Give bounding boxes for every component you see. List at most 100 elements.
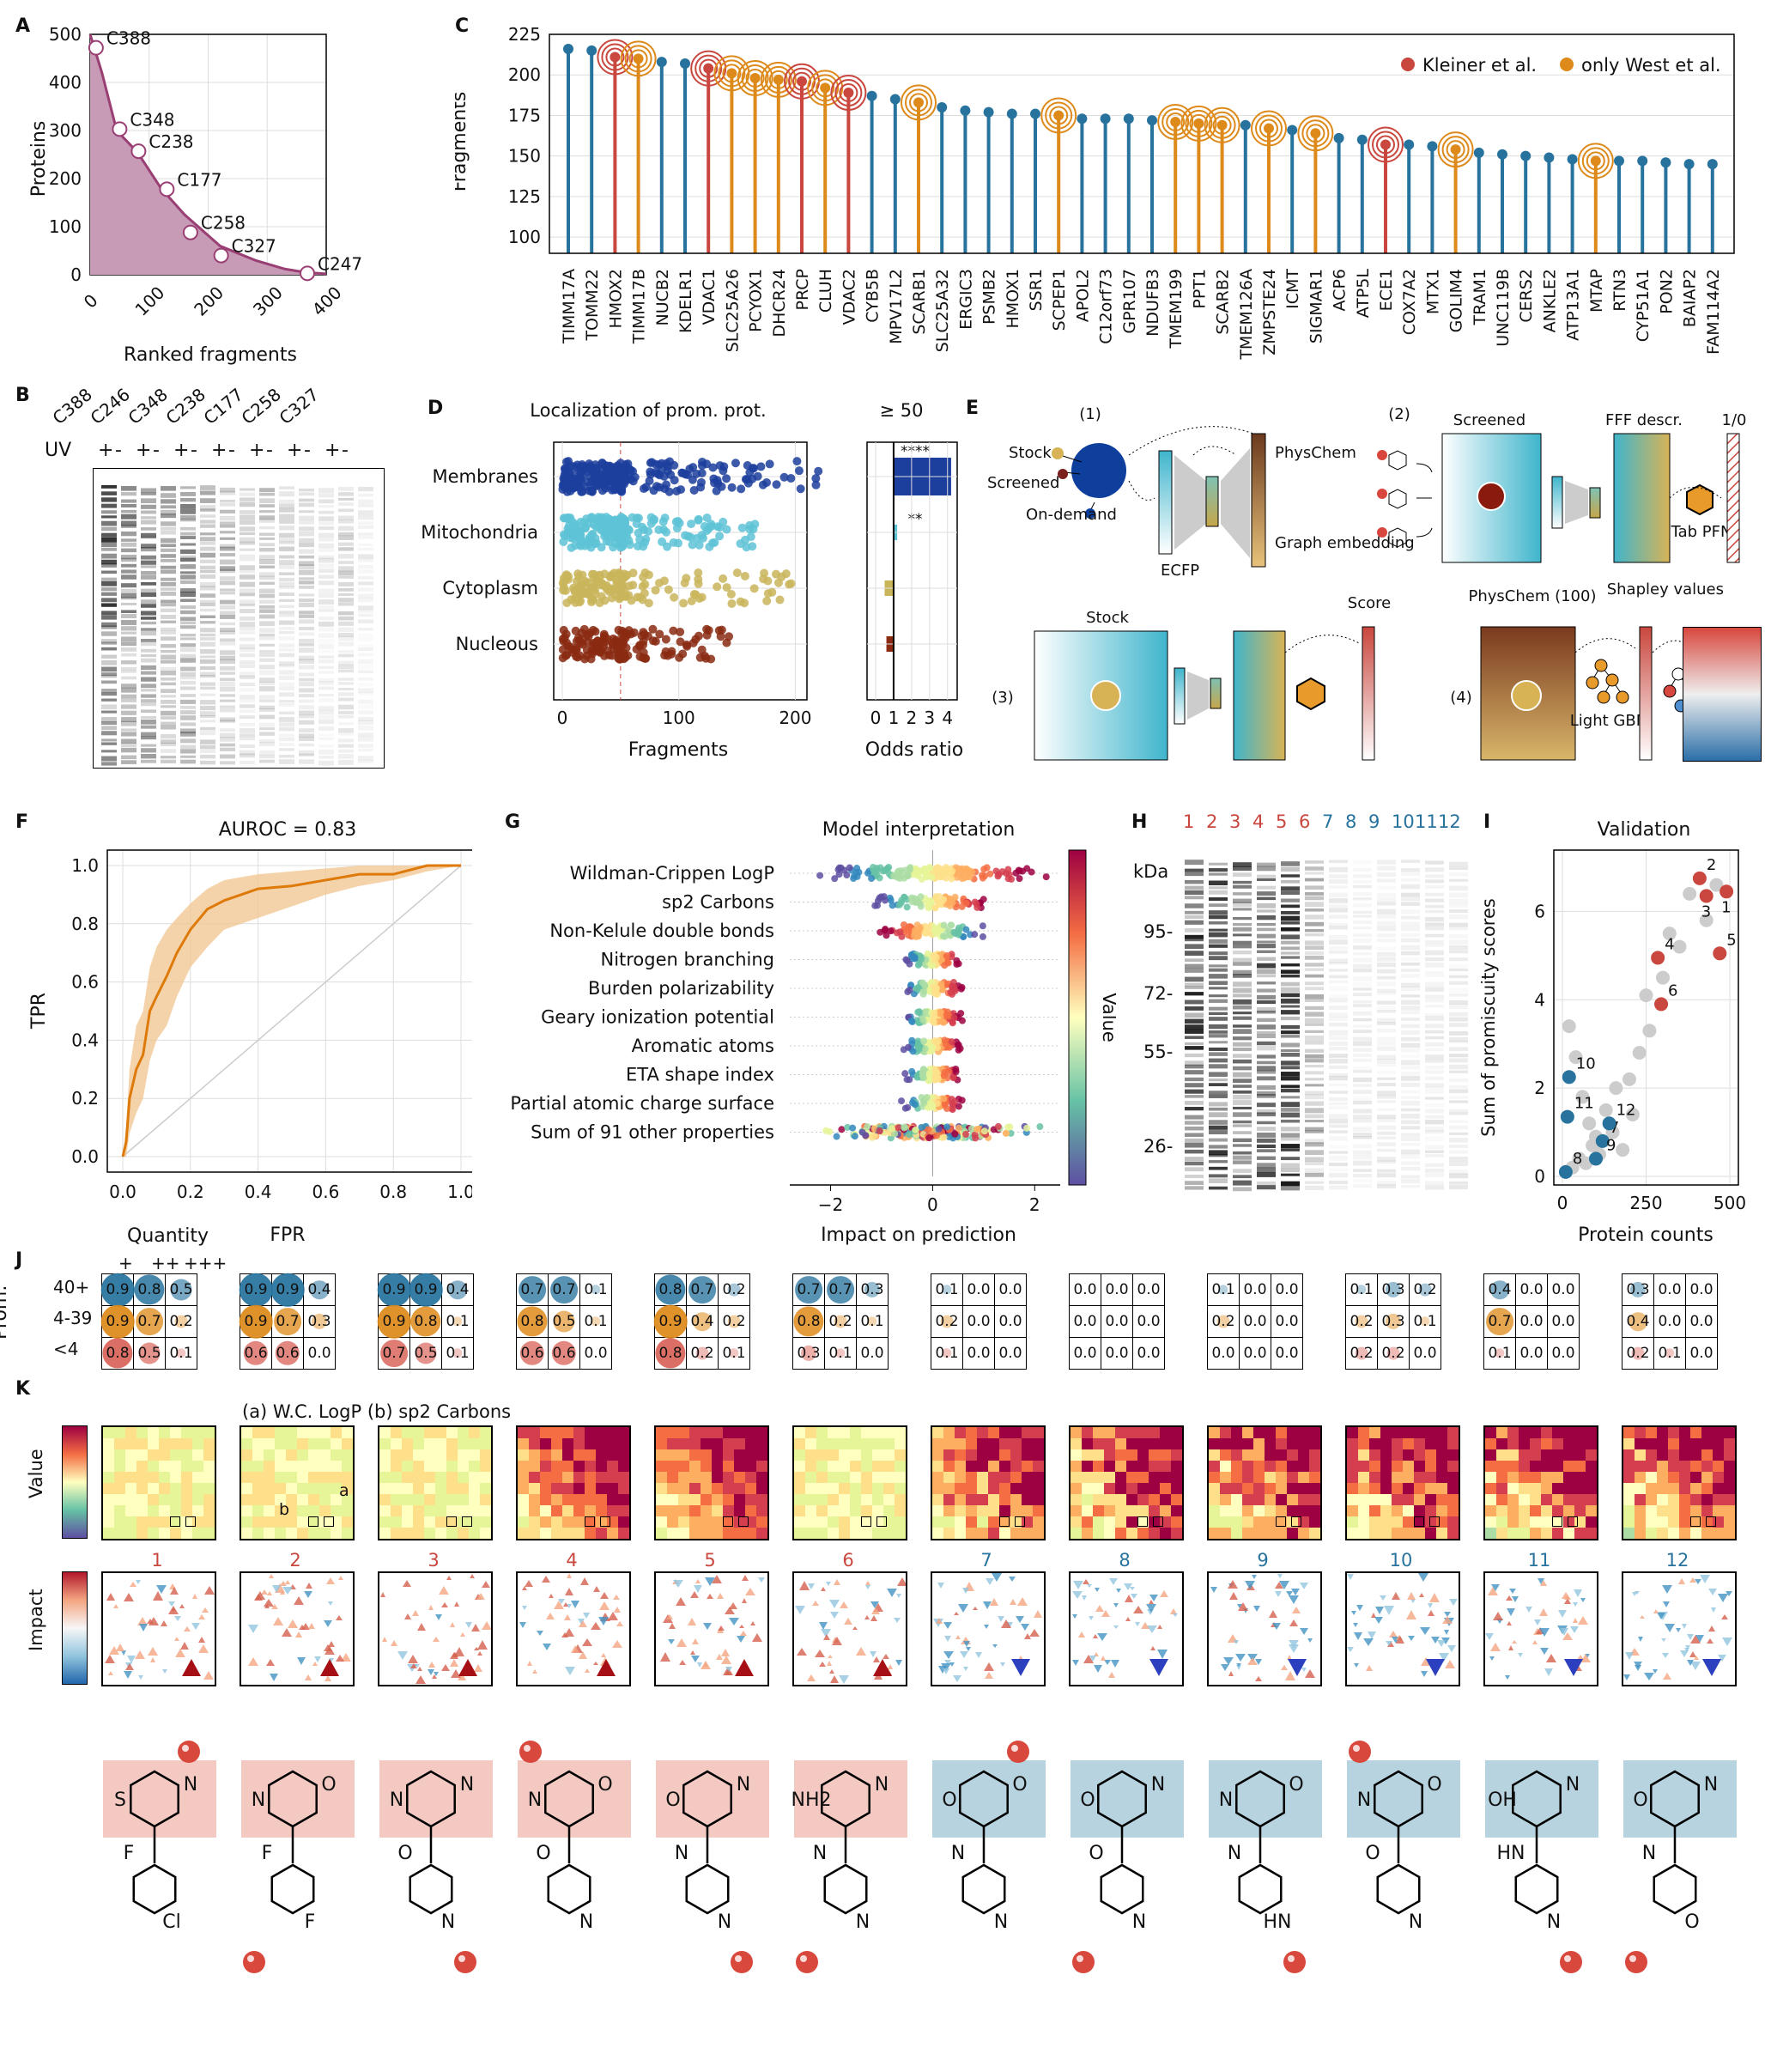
panel-k-value-cell [1369, 1516, 1380, 1528]
panel-k-value-cell [1033, 1483, 1044, 1494]
panel-k-value-cell [342, 1427, 353, 1438]
panel-k-value-cell [529, 1461, 540, 1472]
panel-k-value-cell [1436, 1505, 1447, 1516]
panel-k-value-cell [1447, 1528, 1459, 1539]
panel-k-value-cell [1309, 1461, 1320, 1472]
panel-k-impact-marker [982, 1601, 992, 1610]
panel-k-value-cell [1209, 1494, 1220, 1505]
panel-j-grid: 0.3 0.0 0.0 0.4 0.0 0.0 0.2 0.1 0.0 [1622, 1273, 1718, 1370]
panel-j: Quantity + ++ +++ Prom. 40+ 4-39 <4 0.9 0.8 0.… [0, 1224, 1765, 1378]
panel-k-value-cell [1701, 1483, 1713, 1494]
panel-j-cell: 0.1 [824, 1337, 857, 1370]
panel-k-value-cell [252, 1449, 264, 1461]
panel-k-impact-marker [728, 1602, 737, 1610]
panel-k-impact-marker [470, 1573, 476, 1578]
panel-j-bubble [551, 1340, 577, 1366]
panel-c-dot [1356, 134, 1368, 145]
panel-k-impact-marker [1362, 1638, 1374, 1647]
panel-k-value-cell [103, 1528, 114, 1539]
panel-k-value-cell [1309, 1505, 1320, 1516]
panel-k-impact-marker [690, 1650, 696, 1655]
panel-k-value-cell [192, 1461, 203, 1472]
panel-k-value-cell [379, 1472, 391, 1483]
panel-k-impact-marker [561, 1631, 569, 1638]
panel-k-value-cell [103, 1472, 114, 1483]
panel-k-value-cell [1713, 1472, 1724, 1483]
panel-k-value-cell [203, 1427, 215, 1438]
panel-k-impact-marker [1534, 1619, 1542, 1626]
panel-k-compound-number: 12 [1665, 1550, 1689, 1571]
panel-j-value: 0.4 [446, 1281, 470, 1298]
panel-j-value: 0.1 [935, 1281, 959, 1298]
panel-k-value-cell [1496, 1427, 1507, 1438]
panel-c-dot [1683, 159, 1695, 170]
panel-j-cell: 0.3 [1377, 1273, 1410, 1306]
panel-k-value-cell [955, 1472, 966, 1483]
panel-k-value-cell [1668, 1483, 1679, 1494]
panel-k-value-cell [1276, 1449, 1287, 1461]
panel-j-value: 0.2 [169, 1313, 193, 1330]
panel-k-value-cell [1253, 1505, 1265, 1516]
panel-k-value-cell [1126, 1516, 1137, 1528]
panel-k-value-cell [1507, 1449, 1519, 1461]
panel-k-value-cell [1724, 1472, 1735, 1483]
panel-k-impact-marker [600, 1653, 606, 1658]
panel-k-value-cell [1242, 1438, 1253, 1449]
panel-j-value: 0.4 [690, 1313, 714, 1330]
panel-k-value-cell [103, 1461, 114, 1472]
panel-k-value-cell [1496, 1483, 1507, 1494]
panel-k-impact-marker [1228, 1671, 1234, 1677]
panel-j-value: 0.0 [1689, 1345, 1713, 1362]
panel-j-cell: 0.0 [1685, 1337, 1718, 1370]
panel-k-value-cell [828, 1461, 839, 1472]
panel-k-value-cell [1507, 1505, 1519, 1516]
panel-k-value-cell [1137, 1516, 1149, 1528]
panel-k-value-cell [148, 1483, 159, 1494]
panel-k-value-cell [458, 1505, 469, 1516]
panel-k-value-cell [1126, 1438, 1137, 1449]
structure-background [1209, 1760, 1322, 1838]
panel-c-category-label: KDELR1 [676, 269, 695, 333]
panel-k-value-cell [203, 1483, 215, 1494]
panel-k-value-cell [585, 1449, 596, 1461]
panel-k-impact-marker [942, 1668, 949, 1674]
panel-k-impact-marker [1016, 1596, 1028, 1606]
panel-k-impact-marker [562, 1601, 568, 1607]
panel-k-value-cell [1071, 1494, 1082, 1505]
panel-k-value-cell [955, 1505, 966, 1516]
panel-k-impact-marker [1156, 1625, 1162, 1630]
panel-c-category-label: ZMPSTE24 [1260, 269, 1279, 355]
panel-j-bubble [270, 1273, 305, 1307]
panel-j-value: 0.1 [935, 1345, 959, 1362]
panel-j-value: 0.2 [1413, 1281, 1437, 1298]
panel-j-cell: 0.0 [1132, 1273, 1165, 1306]
panel-k-value-cell [1022, 1438, 1033, 1449]
panel-k-impact-marker [1664, 1624, 1675, 1633]
panel-j-bubble [1629, 1312, 1647, 1331]
panel-k-value-cell [518, 1505, 529, 1516]
panel-k-impact-marker [1573, 1589, 1582, 1598]
panel-k-impact-marker [340, 1652, 351, 1662]
panel-k-value-cell [932, 1483, 943, 1494]
panel-k-impact-marker [1001, 1619, 1012, 1629]
panel-j-bubble [727, 1315, 741, 1328]
panel-a-ytick: 0 [70, 264, 82, 285]
panel-k-value-cell [839, 1528, 850, 1539]
panel-k-value-cell [883, 1438, 895, 1449]
panel-j-cell: 0.3 [303, 1305, 336, 1338]
panel-k-value-cell [103, 1449, 114, 1461]
panel-k-impact-marker [822, 1633, 830, 1640]
panel-c-dot [1333, 132, 1344, 143]
panel-k-value-cell [1519, 1483, 1530, 1494]
structure-atom-label: N [1547, 1911, 1561, 1933]
panel-k-value-cell [424, 1505, 435, 1516]
panel-k-value-cell [656, 1449, 667, 1461]
panel-j-value: 0.1 [1658, 1345, 1682, 1362]
panel-k-value-cell [391, 1494, 402, 1505]
panel-k-value-cell [125, 1516, 136, 1528]
panel-k-impact-marker [718, 1625, 725, 1631]
legend-kleiner-dot [1401, 58, 1415, 71]
panel-k-value-cell [1287, 1516, 1298, 1528]
panel-k-value-cell [402, 1516, 413, 1528]
panel-k-value-cell [955, 1483, 966, 1494]
